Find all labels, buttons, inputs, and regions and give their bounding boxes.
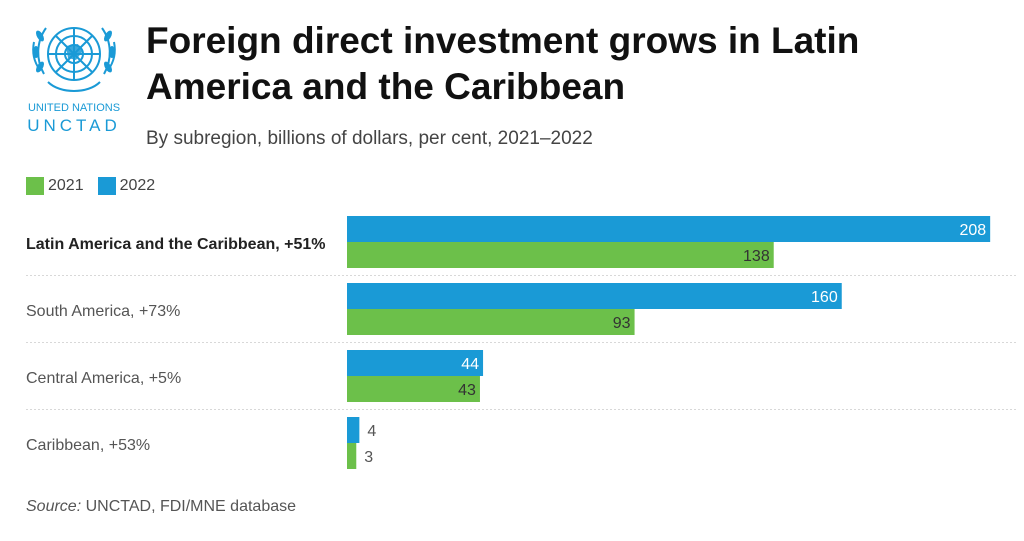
bar-2021-1 [347, 309, 635, 335]
data-label-2021-2: 43 [458, 382, 476, 399]
legend-label-2022: 2022 [119, 177, 156, 194]
data-label-2022-3: 4 [367, 423, 376, 440]
bar-2022-0 [347, 216, 991, 242]
bar-2021-3 [347, 443, 357, 469]
bar-2022-2 [347, 350, 484, 376]
bar-2022-3 [347, 417, 360, 443]
unctad-logo: UNITED NATIONS UNCTAD [20, 12, 128, 136]
category-label-1: South America, +73% [26, 303, 180, 320]
legend-swatch-2021 [26, 177, 44, 195]
category-label-3: Caribbean, +53% [26, 437, 150, 454]
source-label: Source: [26, 498, 82, 515]
data-label-2021-1: 93 [613, 315, 631, 332]
legend-swatch-2022 [97, 177, 116, 195]
chart-legend: 2021 2022 [26, 177, 169, 195]
bar-2021-0 [347, 242, 774, 268]
source-note: Source: UNCTAD, FDI/MNE database [26, 498, 296, 516]
un-emblem-icon [32, 27, 116, 92]
data-label-2022-2: 44 [461, 356, 479, 373]
bar-2021-2 [347, 376, 480, 402]
data-label-2021-3: 3 [364, 449, 373, 466]
source-text: UNCTAD, FDI/MNE database [81, 498, 297, 515]
bar-chart: Latin America and the Caribbean, +51% 208… [26, 216, 1018, 469]
chart-subtitle: By subregion, billions of dollars, per c… [146, 128, 593, 149]
category-label-0: Latin America and the Caribbean, +51% [26, 236, 326, 253]
legend-item-2021: 2021 [26, 177, 84, 195]
logo-org-line: UNITED NATIONS [27, 102, 121, 114]
logo-org-name: UNCTAD [27, 116, 121, 135]
legend-item-2022: 2022 [97, 177, 156, 195]
legend-label-2021: 2021 [48, 177, 84, 194]
bar-2022-1 [347, 283, 842, 309]
chart-title: Foreign direct investment grows in Latin… [146, 20, 860, 107]
data-label-2021-0: 138 [743, 248, 770, 265]
category-label-2: Central America, +5% [26, 370, 181, 387]
data-label-2022-1: 160 [811, 289, 838, 306]
data-label-2022-0: 208 [959, 222, 986, 239]
